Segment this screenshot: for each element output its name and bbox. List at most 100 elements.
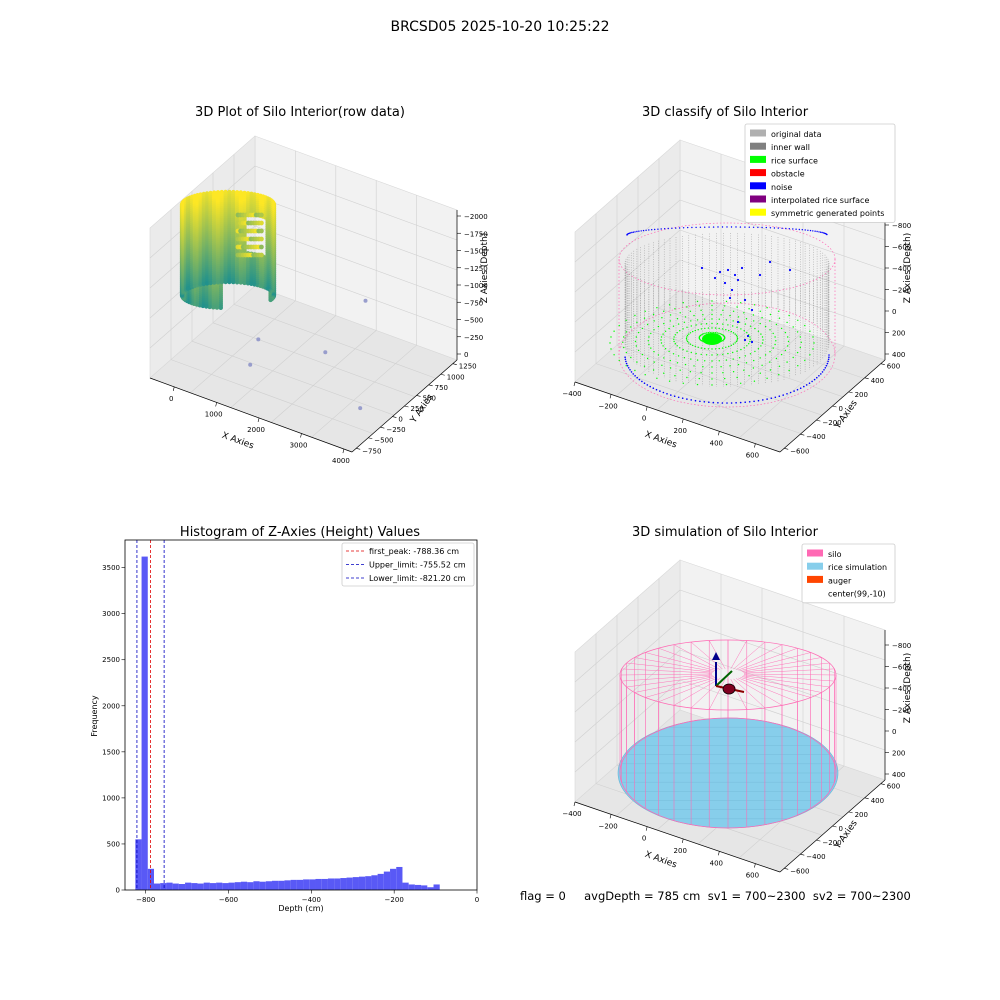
rice-surface-point bbox=[706, 332, 708, 334]
noise-point bbox=[708, 226, 710, 228]
rice-surface-point bbox=[725, 300, 728, 303]
noise-point bbox=[743, 298, 747, 302]
legend-swatch bbox=[750, 182, 766, 190]
rice-surface-point bbox=[696, 300, 699, 303]
rice-surface-point bbox=[648, 336, 650, 338]
noise-point bbox=[670, 394, 672, 396]
rice-surface-point bbox=[700, 309, 702, 311]
rice-surface-point bbox=[682, 382, 684, 384]
rice-surface-point bbox=[682, 328, 684, 330]
grid-line bbox=[271, 330, 377, 423]
legend-label: rice simulation bbox=[828, 563, 887, 572]
noise-point bbox=[690, 399, 692, 401]
noise-point bbox=[824, 367, 827, 369]
rice-surface-point bbox=[704, 327, 706, 330]
rice-surface-point bbox=[660, 336, 663, 338]
rice-surface-point bbox=[684, 363, 687, 366]
rice-surface-point bbox=[644, 310, 646, 312]
raw-data-point bbox=[259, 236, 264, 242]
noise-point bbox=[768, 260, 772, 264]
x-tick-label: 400 bbox=[710, 439, 723, 447]
rice-surface-point bbox=[737, 316, 740, 318]
y-tick-mark bbox=[452, 363, 457, 365]
histogram-bar bbox=[172, 883, 179, 890]
noise-point bbox=[795, 228, 797, 230]
rice-surface-point bbox=[722, 309, 724, 311]
noise-point bbox=[730, 288, 734, 292]
z-tick-label: 200 bbox=[892, 750, 905, 758]
rice-surface-point bbox=[656, 377, 658, 379]
noise-point bbox=[807, 229, 809, 231]
x-tick-label: −200 bbox=[385, 896, 404, 904]
histogram-bar bbox=[334, 878, 341, 890]
noise-point bbox=[773, 227, 776, 229]
noise-point bbox=[630, 371, 633, 373]
rice-surface-point bbox=[772, 332, 774, 335]
x-tick-mark bbox=[573, 381, 576, 387]
rice-surface-point bbox=[761, 342, 764, 344]
noise-point bbox=[718, 270, 722, 274]
rice-surface-point bbox=[786, 361, 788, 363]
x-tick-label: 3000 bbox=[290, 442, 308, 450]
rice-surface-point bbox=[653, 329, 655, 331]
grid-line bbox=[254, 225, 458, 301]
rice-surface-point bbox=[682, 302, 684, 304]
y-tick-mark bbox=[880, 363, 885, 365]
y-tick-mark bbox=[784, 868, 789, 870]
legend-label: interpolated rice surface bbox=[771, 196, 869, 205]
silo-roof-wire bbox=[743, 662, 830, 673]
rice-surface-point bbox=[728, 345, 730, 348]
panel-classify-ticks: −400−2000200400600−600−400−2000200400600… bbox=[562, 222, 911, 460]
rice-surface-point bbox=[721, 328, 724, 330]
rice-surface-point bbox=[613, 354, 615, 356]
noise-point bbox=[816, 230, 818, 233]
rice-surface-point bbox=[696, 319, 699, 321]
rice-surface-point bbox=[745, 362, 748, 364]
histogram-bar bbox=[321, 878, 328, 890]
y-tick-label: 3500 bbox=[102, 564, 120, 572]
histogram-bar bbox=[427, 887, 434, 890]
noise-point bbox=[809, 229, 812, 232]
legend-label: auger bbox=[828, 576, 852, 585]
noise-point bbox=[788, 228, 790, 230]
z-tick-label: −400 bbox=[892, 265, 911, 273]
rice-surface-point bbox=[718, 347, 720, 350]
noise-point bbox=[632, 231, 635, 233]
rice-surface-point bbox=[718, 327, 720, 330]
rice-surface-point bbox=[752, 367, 755, 369]
rice-surface-point bbox=[736, 337, 739, 340]
noise-point bbox=[721, 226, 724, 228]
noise-point bbox=[825, 364, 828, 367]
y-tick-label: 500 bbox=[423, 394, 436, 402]
rice-surface-point bbox=[688, 342, 690, 344]
y-tick-mark bbox=[380, 426, 385, 429]
z-tick-label: 0 bbox=[892, 308, 896, 316]
y-tick-label: 750 bbox=[435, 384, 448, 392]
noise-point bbox=[713, 276, 717, 280]
rice-surface-point bbox=[746, 332, 748, 334]
z-tick-label: 0 bbox=[464, 351, 468, 359]
rice-surface-point bbox=[696, 359, 699, 361]
silo-roof-wire bbox=[673, 644, 721, 670]
histogram-bars bbox=[135, 556, 440, 890]
histogram-bar bbox=[327, 878, 335, 890]
raw-data-point bbox=[208, 280, 213, 286]
raw-data-point bbox=[215, 280, 221, 285]
rice-surface-point bbox=[702, 314, 704, 316]
z-tick-label: −1000 bbox=[464, 282, 488, 290]
y-tick-mark bbox=[784, 448, 789, 450]
raw-data-point bbox=[259, 228, 264, 234]
rice-surface-point bbox=[775, 340, 777, 342]
rice-surface-point bbox=[692, 330, 694, 333]
rice-surface-point bbox=[635, 345, 637, 347]
y-tick-label: 2500 bbox=[102, 656, 120, 664]
noise-point bbox=[811, 380, 813, 383]
z-tick-label: −600 bbox=[892, 244, 911, 252]
rice-surface-point bbox=[769, 361, 771, 363]
noise-point bbox=[740, 266, 744, 270]
rice-surface-point bbox=[792, 326, 794, 328]
noise-point bbox=[821, 231, 823, 234]
silo-roof-wire bbox=[738, 647, 798, 671]
histogram-ylabel: Frequency bbox=[90, 695, 99, 737]
rice-surface-point bbox=[740, 302, 742, 304]
